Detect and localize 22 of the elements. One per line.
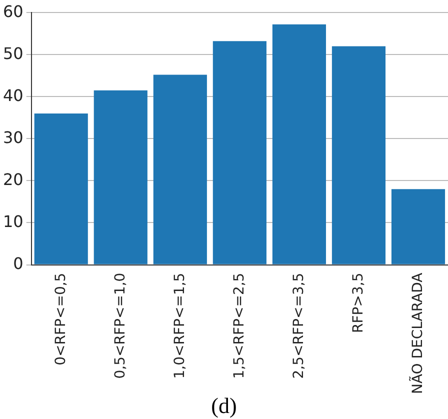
x-tick-label: RFP>3,5	[350, 272, 366, 333]
x-tick-label: 1,5<RFP<=2,5	[231, 272, 248, 379]
y-tick-label: 60	[3, 2, 24, 21]
bar	[34, 113, 88, 264]
x-tick-label: 0<RFP<=0,5	[52, 272, 69, 366]
bar	[212, 41, 266, 264]
y-tick-label: 0	[13, 254, 24, 273]
bar	[332, 46, 386, 264]
x-tick-label: 1,0<RFP<=1,5	[172, 272, 188, 379]
y-tick-label: 10	[3, 212, 24, 231]
x-tick-label: 2,5<RFP<=3,5	[290, 272, 307, 379]
y-tick-label: 30	[3, 128, 24, 147]
y-tick-label: 50	[3, 44, 24, 63]
text: (d)	[211, 392, 237, 418]
bar	[391, 189, 446, 264]
x-tick-label: 0,5<RFP<=1,0	[112, 272, 128, 379]
bar	[272, 24, 326, 264]
bar	[94, 90, 148, 264]
y-tick-label: 20	[3, 170, 24, 189]
bar	[153, 74, 207, 264]
x-tick-label: NÃO DECLARADA	[408, 272, 426, 394]
y-tick-label: 40	[3, 86, 24, 105]
